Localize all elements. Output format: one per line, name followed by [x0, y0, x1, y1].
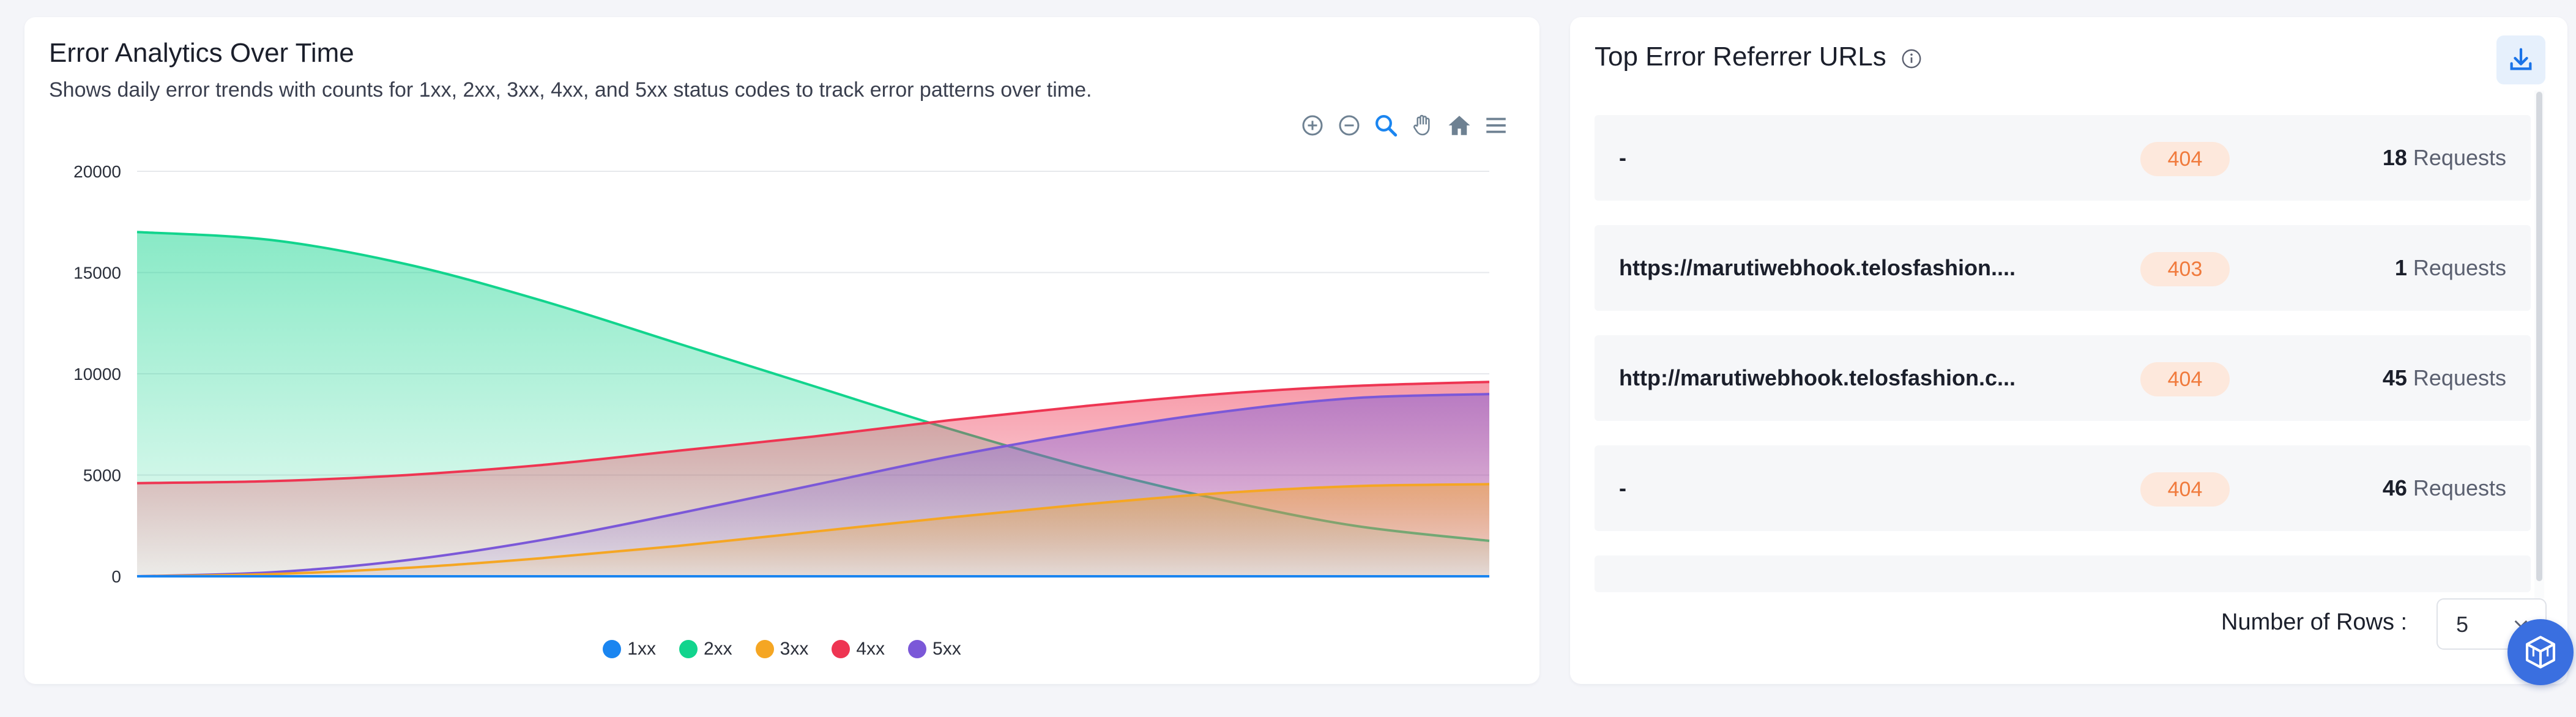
zoom-out-icon[interactable] — [1334, 110, 1364, 141]
chart-toolbar — [1297, 109, 1511, 142]
referrer-url[interactable]: - — [1619, 475, 1626, 500]
scrollbar-thumb[interactable] — [2536, 92, 2542, 581]
y-tick-label: 5000 — [83, 466, 121, 485]
referrer-url[interactable]: - — [1619, 145, 1626, 170]
status-badge: 404 — [2140, 472, 2230, 507]
table-row: - 404 18 Requests — [1595, 115, 2531, 201]
legend-marker — [908, 640, 927, 658]
y-tick-label: 10000 — [73, 365, 121, 384]
request-count: 45 Requests — [2383, 335, 2506, 421]
request-count: 1 Requests — [2395, 225, 2506, 311]
series-line-4xx — [136, 381, 1490, 485]
status-badge: 404 — [2140, 142, 2230, 176]
zoom-in-icon[interactable] — [1297, 110, 1328, 141]
menu-icon[interactable] — [1481, 110, 1511, 141]
legend-item-5xx[interactable]: 5xx — [908, 639, 961, 659]
series-area-3xx — [137, 484, 1489, 576]
area-chart: 20000 15000 10000 5000 0 — [73, 162, 1490, 586]
table-row-partial — [1595, 555, 2531, 592]
legend-item-3xx[interactable]: 3xx — [755, 639, 809, 659]
series-line-3xx — [136, 483, 1490, 578]
request-count-value: 45 — [2382, 365, 2407, 390]
y-tick-label: 20000 — [73, 162, 121, 181]
legend-item-2xx[interactable]: 2xx — [679, 639, 732, 659]
download-icon — [2510, 48, 2532, 70]
chart-legend: 1xx 2xx 3xx 4xx 5xx — [24, 639, 1539, 659]
legend-item-4xx[interactable]: 4xx — [832, 639, 885, 659]
series-line-5xx — [136, 393, 1490, 578]
info-icon[interactable] — [1900, 48, 1923, 70]
legend-label: 5xx — [932, 639, 961, 659]
request-count-value: 46 — [2382, 475, 2407, 500]
floating-action-button[interactable] — [2507, 619, 2574, 685]
request-count-unit: Requests — [2413, 145, 2506, 170]
chart-subtitle: Shows daily error trends with counts for… — [49, 78, 1092, 102]
chart-title: Error Analytics Over Time — [49, 38, 354, 68]
referrer-url[interactable]: http://marutiwebhook.telosfashion.c... — [1619, 365, 2016, 390]
request-count: 46 Requests — [2383, 445, 2506, 531]
rows-per-page-value: 5 — [2456, 612, 2469, 637]
table-row: https://marutiwebhook.telosfashion.... 4… — [1595, 225, 2531, 311]
table-row: http://marutiwebhook.telosfashion.c... 4… — [1595, 335, 2531, 421]
rows-per-page-label: Number of Rows : — [2221, 609, 2408, 635]
legend-label: 2xx — [703, 639, 732, 659]
pan-hand-icon[interactable] — [1407, 110, 1438, 141]
error-analytics-card: Error Analytics Over Time Shows daily er… — [24, 17, 1539, 684]
y-tick-label: 0 — [111, 567, 121, 586]
referrers-title: Top Error Referrer URLs — [1595, 42, 1886, 72]
legend-label: 3xx — [780, 639, 809, 659]
request-count: 18 Requests — [2383, 115, 2506, 201]
request-count-value: 1 — [2394, 255, 2407, 280]
legend-label: 1xx — [627, 639, 656, 659]
request-count-unit: Requests — [2413, 475, 2506, 500]
download-button[interactable] — [2496, 35, 2545, 84]
legend-marker — [832, 640, 851, 658]
home-reset-icon[interactable] — [1444, 110, 1475, 141]
referrer-url[interactable]: https://marutiwebhook.telosfashion.... — [1619, 255, 2016, 280]
legend-label: 4xx — [856, 639, 885, 659]
legend-marker — [679, 640, 698, 658]
legend-marker — [755, 640, 774, 658]
selection-zoom-icon[interactable] — [1371, 110, 1401, 141]
table-row: - 404 46 Requests — [1595, 445, 2531, 531]
request-count-value: 18 — [2382, 145, 2407, 170]
request-count-unit: Requests — [2413, 255, 2506, 280]
status-badge: 404 — [2140, 362, 2230, 396]
legend-item-1xx[interactable]: 1xx — [603, 639, 656, 659]
status-badge: 403 — [2140, 252, 2230, 286]
cube-icon — [2525, 636, 2556, 669]
request-count-unit: Requests — [2413, 365, 2506, 390]
top-error-referrers-card: Top Error Referrer URLs - 404 18 Requests… — [1570, 17, 2567, 684]
legend-marker — [603, 640, 622, 658]
y-tick-label: 15000 — [73, 264, 121, 283]
